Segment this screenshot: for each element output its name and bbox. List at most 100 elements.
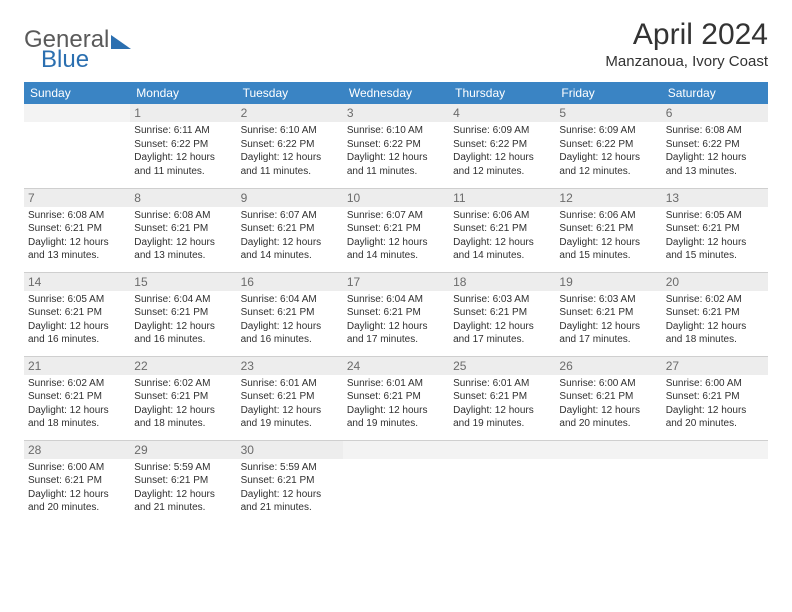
- day-detail: Sunrise: 6:02 AMSunset: 6:21 PMDaylight:…: [666, 293, 764, 347]
- day-number: 13: [662, 189, 768, 207]
- day-cell: [343, 440, 449, 524]
- day-detail: Sunrise: 6:02 AMSunset: 6:21 PMDaylight:…: [134, 377, 232, 431]
- brand-part2: Blue: [41, 46, 89, 73]
- day-cell: 11 Sunrise: 6:06 AMSunset: 6:21 PMDayligh…: [449, 188, 555, 272]
- day-number: 9: [237, 189, 343, 207]
- day-cell: 29Sunrise: 5:59 AMSunset: 6:21 PMDayligh…: [130, 440, 236, 524]
- dayhead-sun: Sunday: [24, 82, 130, 104]
- day-number: 23: [237, 357, 343, 375]
- day-number: 18: [449, 273, 555, 291]
- day-cell: 7 Sunrise: 6:08 AMSunset: 6:21 PMDaylight…: [24, 188, 130, 272]
- day-detail: Sunrise: 6:00 AMSunset: 6:21 PMDaylight:…: [559, 377, 657, 431]
- day-number: 22: [130, 357, 236, 375]
- calendar-table: Sunday Monday Tuesday Wednesday Thursday…: [24, 82, 768, 524]
- day-number: 7: [24, 189, 130, 207]
- day-cell: [555, 440, 661, 524]
- day-number: 20: [662, 273, 768, 291]
- week-row: 1Sunrise: 6:11 AMSunset: 6:22 PMDaylight…: [24, 104, 768, 188]
- day-detail: Sunrise: 6:06 AMSunset: 6:21 PMDaylight:…: [453, 209, 551, 263]
- day-number: 16: [237, 273, 343, 291]
- location-label: Manzanoua, Ivory Coast: [605, 53, 768, 70]
- day-detail: Sunrise: 6:10 AMSunset: 6:22 PMDaylight:…: [347, 124, 445, 178]
- day-detail: Sunrise: 6:04 AMSunset: 6:21 PMDaylight:…: [241, 293, 339, 347]
- day-number: 29: [130, 441, 236, 459]
- day-number: 6: [662, 104, 768, 122]
- day-cell: 24 Sunrise: 6:01 AMSunset: 6:21 PMDayligh…: [343, 356, 449, 440]
- week-row: 21Sunrise: 6:02 AMSunset: 6:21 PMDayligh…: [24, 356, 768, 440]
- day-cell: 16 Sunrise: 6:04 AMSunset: 6:21 PMDayligh…: [237, 272, 343, 356]
- dayhead-mon: Monday: [130, 82, 236, 104]
- day-cell: 27Sunrise: 6:00 AMSunset: 6:21 PMDayligh…: [662, 356, 768, 440]
- day-number: 8: [130, 189, 236, 207]
- day-number: 19: [555, 273, 661, 291]
- day-cell: [449, 440, 555, 524]
- day-number: 15: [130, 273, 236, 291]
- day-number: 2: [237, 104, 343, 122]
- day-detail: Sunrise: 6:00 AMSunset: 6:21 PMDaylight:…: [666, 377, 764, 431]
- day-cell: 25 Sunrise: 6:01 AMSunset: 6:21 PMDayligh…: [449, 356, 555, 440]
- day-detail: Sunrise: 6:10 AMSunset: 6:22 PMDaylight:…: [241, 124, 339, 178]
- day-number: 10: [343, 189, 449, 207]
- day-cell: 6Sunrise: 6:08 AMSunset: 6:22 PMDaylight…: [662, 104, 768, 188]
- day-cell: 22 Sunrise: 6:02 AMSunset: 6:21 PMDayligh…: [130, 356, 236, 440]
- day-detail: Sunrise: 6:01 AMSunset: 6:21 PMDaylight:…: [453, 377, 551, 431]
- dayhead-fri: Friday: [555, 82, 661, 104]
- day-cell: [24, 104, 130, 188]
- day-number: 4: [449, 104, 555, 122]
- dayhead-sat: Saturday: [662, 82, 768, 104]
- day-detail: Sunrise: 6:01 AMSunset: 6:21 PMDaylight:…: [347, 377, 445, 431]
- day-cell: 30 Sunrise: 5:59 AMSunset: 6:21 PMDayligh…: [237, 440, 343, 524]
- day-cell: 10 Sunrise: 6:07 AMSunset: 6:21 PMDayligh…: [343, 188, 449, 272]
- day-number: 26: [555, 357, 661, 375]
- title-block: April 2024 Manzanoua, Ivory Coast: [605, 18, 768, 70]
- day-detail: Sunrise: 6:03 AMSunset: 6:21 PMDaylight:…: [453, 293, 551, 347]
- day-detail: Sunrise: 6:03 AMSunset: 6:21 PMDaylight:…: [559, 293, 657, 347]
- week-row: 14 Sunrise: 6:05 AMSunset: 6:21 PMDayligh…: [24, 272, 768, 356]
- week-row: 7Sunrise: 6:08 AMSunset: 6:21 PMDaylight…: [24, 188, 768, 272]
- day-detail: Sunrise: 6:09 AMSunset: 6:22 PMDaylight:…: [453, 124, 551, 178]
- day-number: [343, 441, 449, 459]
- day-cell: 20 Sunrise: 6:02 AMSunset: 6:21 PMDayligh…: [662, 272, 768, 356]
- day-number: 30: [237, 441, 343, 459]
- day-detail: Sunrise: 6:06 AMSunset: 6:21 PMDaylight:…: [559, 209, 657, 263]
- day-cell: 17Sunrise: 6:04 AMSunset: 6:21 PMDayligh…: [343, 272, 449, 356]
- day-detail: Sunrise: 6:01 AMSunset: 6:21 PMDaylight:…: [241, 377, 339, 431]
- day-number: 14: [24, 273, 130, 291]
- day-detail: Sunrise: 6:08 AMSunset: 6:21 PMDaylight:…: [134, 209, 232, 263]
- day-cell: 8 Sunrise: 6:08 AMSunset: 6:21 PMDaylight…: [130, 188, 236, 272]
- header: General April 2024 Manzanoua, Ivory Coas…: [24, 18, 768, 70]
- page: General April 2024 Manzanoua, Ivory Coas…: [0, 0, 792, 542]
- day-detail: Sunrise: 6:07 AMSunset: 6:21 PMDaylight:…: [241, 209, 339, 263]
- calendar-body: 1Sunrise: 6:11 AMSunset: 6:22 PMDaylight…: [24, 104, 768, 524]
- day-cell: 2 Sunrise: 6:10 AMSunset: 6:22 PMDaylight…: [237, 104, 343, 188]
- day-detail: Sunrise: 5:59 AMSunset: 6:21 PMDaylight:…: [241, 461, 339, 515]
- month-title: April 2024: [605, 18, 768, 51]
- day-cell: 13 Sunrise: 6:05 AMSunset: 6:21 PMDayligh…: [662, 188, 768, 272]
- day-detail: Sunrise: 6:09 AMSunset: 6:22 PMDaylight:…: [559, 124, 657, 178]
- day-number: 11: [449, 189, 555, 207]
- day-detail: Sunrise: 6:07 AMSunset: 6:21 PMDaylight:…: [347, 209, 445, 263]
- dayhead-thu: Thursday: [449, 82, 555, 104]
- brand-triangle-icon: [111, 28, 131, 56]
- day-cell: 19 Sunrise: 6:03 AMSunset: 6:21 PMDayligh…: [555, 272, 661, 356]
- day-number: 28: [24, 441, 130, 459]
- dayhead-wed: Wednesday: [343, 82, 449, 104]
- day-detail: Sunrise: 6:05 AMSunset: 6:21 PMDaylight:…: [28, 293, 126, 347]
- day-header-row: Sunday Monday Tuesday Wednesday Thursday…: [24, 82, 768, 104]
- day-number: 12: [555, 189, 661, 207]
- day-number: 24: [343, 357, 449, 375]
- day-number: 21: [24, 357, 130, 375]
- day-number: 17: [343, 273, 449, 291]
- day-cell: [662, 440, 768, 524]
- day-cell: 4 Sunrise: 6:09 AMSunset: 6:22 PMDaylight…: [449, 104, 555, 188]
- day-detail: Sunrise: 6:08 AMSunset: 6:21 PMDaylight:…: [28, 209, 126, 263]
- day-cell: 15Sunrise: 6:04 AMSunset: 6:21 PMDayligh…: [130, 272, 236, 356]
- day-number: 1: [130, 104, 236, 122]
- day-cell: 14 Sunrise: 6:05 AMSunset: 6:21 PMDayligh…: [24, 272, 130, 356]
- day-number: 25: [449, 357, 555, 375]
- day-cell: 23 Sunrise: 6:01 AMSunset: 6:21 PMDayligh…: [237, 356, 343, 440]
- day-cell: 26 Sunrise: 6:00 AMSunset: 6:21 PMDayligh…: [555, 356, 661, 440]
- day-cell: 21Sunrise: 6:02 AMSunset: 6:21 PMDayligh…: [24, 356, 130, 440]
- day-detail: Sunrise: 6:05 AMSunset: 6:21 PMDaylight:…: [666, 209, 764, 263]
- day-cell: 28Sunrise: 6:00 AMSunset: 6:21 PMDayligh…: [24, 440, 130, 524]
